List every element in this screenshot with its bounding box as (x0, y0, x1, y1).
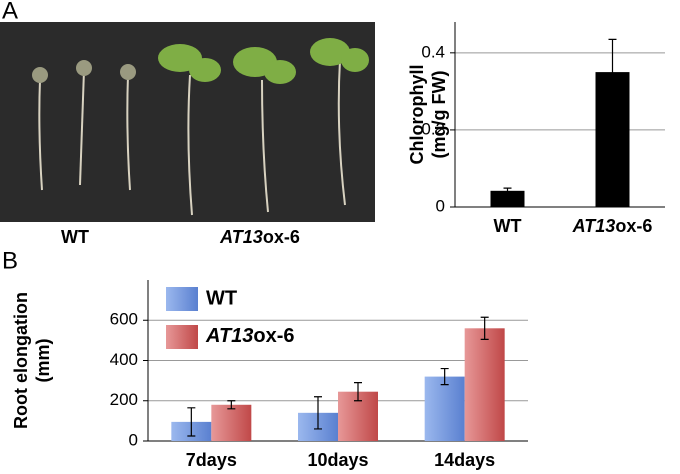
legend-swatch (166, 325, 198, 349)
photo (0, 22, 375, 222)
error-bar (227, 400, 236, 410)
legend-swatch (166, 287, 198, 311)
photo-label: AT13ox-6 (219, 227, 300, 247)
y-axis-label: (mg/g FW) (429, 71, 449, 159)
y-tick-label: 200 (110, 390, 138, 409)
legend-label: WT (206, 287, 237, 309)
error-bar (314, 396, 322, 430)
y-tick-label: 400 (110, 350, 138, 369)
error-bar (608, 38, 617, 106)
photo-label: WT (61, 227, 89, 247)
y-tick-label: 0 (436, 196, 445, 215)
bar (464, 328, 505, 441)
y-tick-label: 600 (110, 310, 138, 329)
error-bar (440, 367, 449, 386)
error-bar (503, 187, 512, 195)
error-bar (354, 382, 362, 402)
error-bar (187, 407, 196, 437)
y-axis-label: (mm) (33, 338, 53, 382)
y-axis-label: Root elongation (11, 292, 31, 429)
y-axis-label: Chlorophyll (407, 65, 427, 165)
x-tick-label: 10days (307, 450, 368, 470)
bar (211, 404, 252, 441)
error-bar (480, 316, 489, 340)
x-tick-label: 7days (186, 450, 237, 470)
x-tick-label: WT (494, 216, 522, 236)
y-tick-label: 0.4 (421, 42, 445, 61)
x-tick-label: AT13ox-6 (572, 216, 653, 236)
panel-label: A (2, 0, 18, 24)
y-tick-label: 0.2 (421, 119, 445, 138)
x-tick-label: 14days (434, 450, 495, 470)
bar (490, 190, 525, 207)
legend-label: AT13ox-6 (205, 325, 295, 347)
y-tick-label: 0 (129, 430, 138, 449)
panel-label: B (2, 247, 18, 274)
bar (424, 376, 465, 441)
